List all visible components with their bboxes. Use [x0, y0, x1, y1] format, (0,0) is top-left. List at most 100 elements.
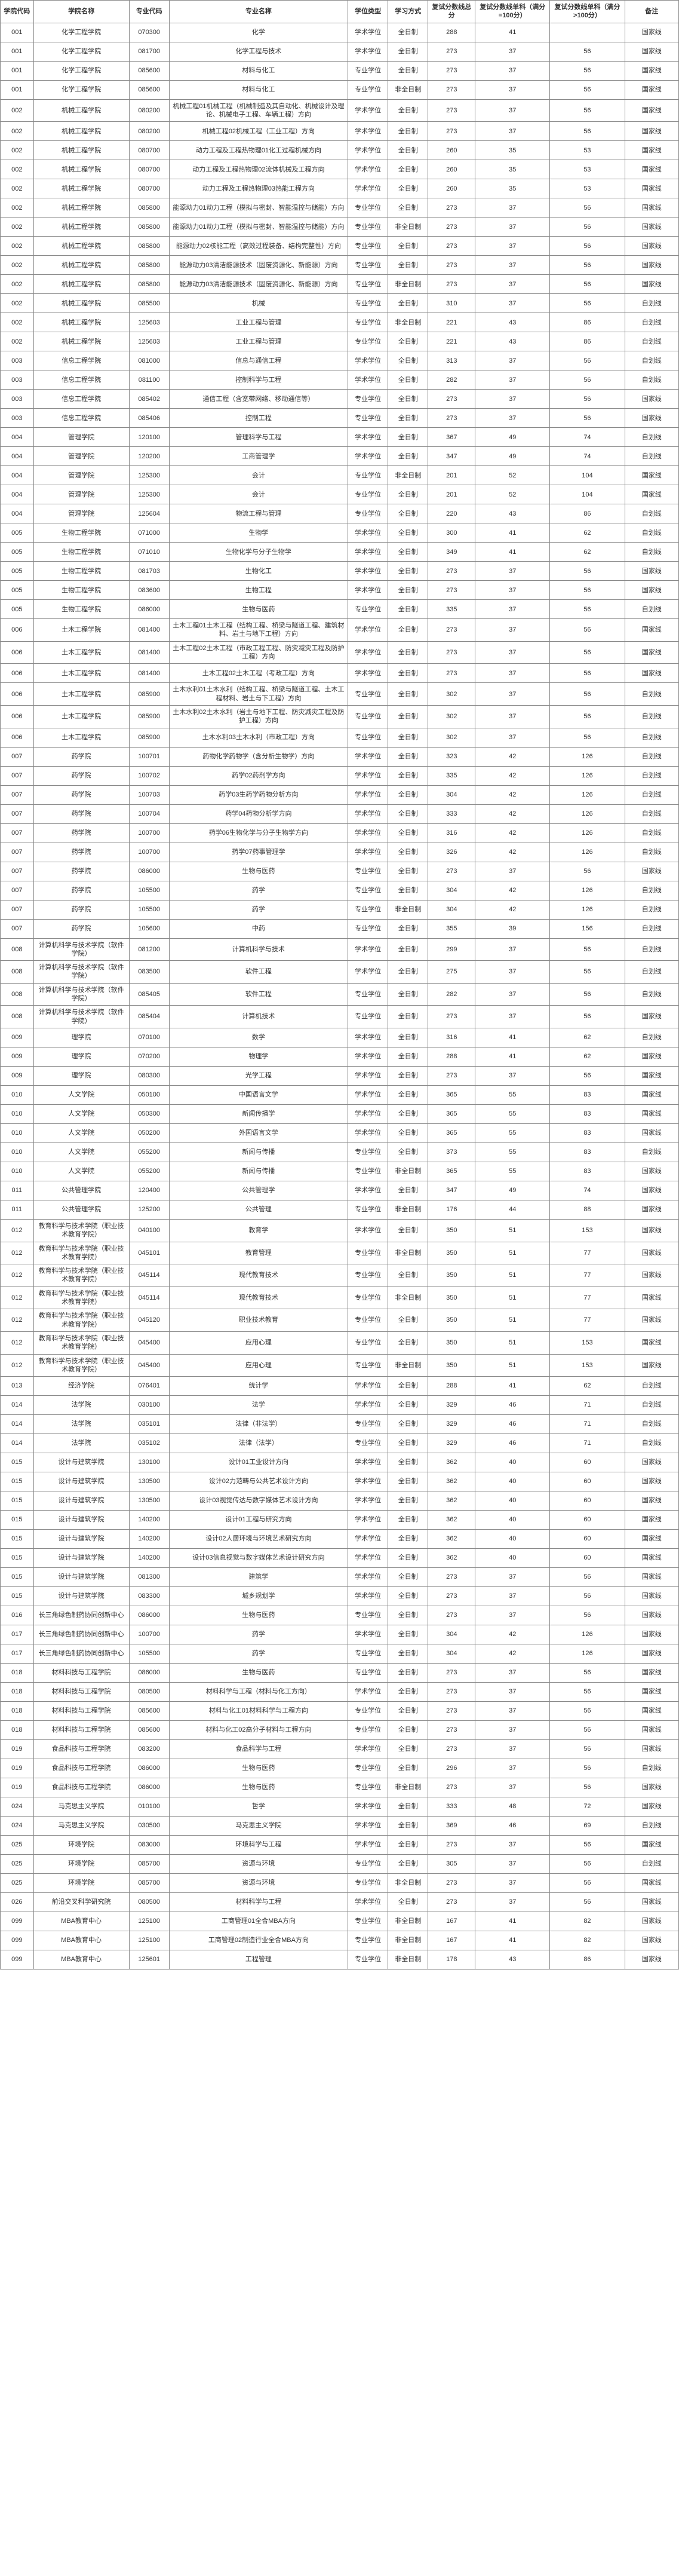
table-cell: 国家线 [625, 1836, 678, 1855]
table-cell: 045114 [129, 1264, 169, 1287]
table-cell: 045101 [129, 1242, 169, 1264]
table-cell: 专业学位 [348, 1006, 388, 1028]
table-cell: 非全日制 [388, 80, 428, 99]
table-cell: 071000 [129, 523, 169, 543]
table-row: 015设计与建筑学院130100设计01工业设计方向学术学位全日制3624060… [1, 1453, 679, 1472]
table-cell: 全日制 [388, 1006, 428, 1028]
table-cell: 085600 [129, 80, 169, 99]
table-cell: 统计学 [169, 1377, 348, 1396]
table-cell: 83 [550, 1162, 625, 1181]
table-cell: 国家线 [625, 1287, 678, 1309]
table-cell: 材料科技与工程学院 [33, 1664, 129, 1683]
table-cell: 设计03视觉传达与数字媒体艺术设计方向 [169, 1491, 348, 1511]
table-cell: 56 [550, 1836, 625, 1855]
table-cell: 56 [550, 1759, 625, 1778]
table-cell: 公共管理学院 [33, 1200, 129, 1219]
table-cell: 273 [428, 122, 475, 141]
table-cell: 法学院 [33, 1415, 129, 1434]
table-cell: 37 [475, 256, 550, 275]
table-cell: 016 [1, 1606, 34, 1625]
table-cell: 机械工程学院 [33, 275, 129, 294]
table-cell: 全日制 [388, 823, 428, 843]
table-cell: 教育科学与技术学院（职业技术教育学院） [33, 1264, 129, 1287]
table-cell: 自划线 [625, 728, 678, 747]
table-cell: 全日制 [388, 294, 428, 313]
table-cell: 43 [475, 332, 550, 351]
table-cell: 国家线 [625, 1162, 678, 1181]
table-cell: 273 [428, 562, 475, 581]
table-cell: 080300 [129, 1066, 169, 1085]
table-cell: 管理学院 [33, 504, 129, 523]
table-cell: 005 [1, 562, 34, 581]
table-cell: 学术学位 [348, 370, 388, 390]
table-cell: 学术学位 [348, 1568, 388, 1587]
table-cell: 自划线 [625, 1396, 678, 1415]
table-cell: 自划线 [625, 543, 678, 562]
table-cell: 计算机技术 [169, 1006, 348, 1028]
table-cell: 学术学位 [348, 1836, 388, 1855]
col-header: 复试分数线总分 [428, 1, 475, 23]
table-cell: 007 [1, 766, 34, 785]
table-cell: 362 [428, 1491, 475, 1511]
table-cell: 362 [428, 1530, 475, 1549]
table-cell: 080500 [129, 1893, 169, 1912]
table-cell: 42 [475, 804, 550, 823]
table-cell: MBA教育中心 [33, 1931, 129, 1950]
table-cell: 001 [1, 61, 34, 80]
table-cell: 全日制 [388, 1219, 428, 1242]
table-row: 009理学院070200物理学学术学位全日制2884162国家线 [1, 1047, 679, 1066]
table-cell: 学术学位 [348, 961, 388, 984]
table-cell: 126 [550, 1644, 625, 1664]
table-cell: 008 [1, 938, 34, 961]
table-cell: 能源动力02核能工程（高效过程装备、结构完整性）方向 [169, 237, 348, 256]
table-cell: 全日制 [388, 664, 428, 683]
table-cell: 009 [1, 1047, 34, 1066]
table-row: 007药学院100700药学06生物化学与分子生物学方向学术学位全日制31642… [1, 823, 679, 843]
table-cell: 管理学院 [33, 466, 129, 485]
table-cell: 非全日制 [388, 275, 428, 294]
table-cell: 理学院 [33, 1066, 129, 1085]
table-cell: 管理学院 [33, 447, 129, 466]
table-cell: 全日制 [388, 1264, 428, 1287]
table-cell: 自划线 [625, 351, 678, 370]
table-cell: 024 [1, 1797, 34, 1817]
table-cell: 099 [1, 1950, 34, 1969]
table-cell: 313 [428, 351, 475, 370]
table-row: 006土木工程学院085900土木水利01土木水利（结构工程、桥梁与隧道工程、土… [1, 683, 679, 706]
table-cell: 专业学位 [348, 683, 388, 706]
table-cell: 43 [475, 504, 550, 523]
table-cell: 生物工程学院 [33, 581, 129, 600]
table-cell: 273 [428, 581, 475, 600]
table-cell: 37 [475, 562, 550, 581]
table-cell: 080200 [129, 122, 169, 141]
table-cell: 010 [1, 1085, 34, 1104]
table-cell: 药学07药事管理学 [169, 843, 348, 862]
table-cell: 316 [428, 823, 475, 843]
table-cell: 72 [550, 1797, 625, 1817]
table-cell: 药学院 [33, 862, 129, 881]
table-cell: 006 [1, 683, 34, 706]
table-row: 002机械工程学院085800能源动力01动力工程（模拟与密封、智能温控与储能）… [1, 198, 679, 218]
table-cell: 国家线 [625, 1778, 678, 1797]
table-cell: 025 [1, 1874, 34, 1893]
table-cell: 机械工程学院 [33, 313, 129, 332]
table-cell: 74 [550, 428, 625, 447]
table-cell: 学术学位 [348, 664, 388, 683]
table-cell: 全日制 [388, 785, 428, 804]
table-cell: 国家线 [625, 1123, 678, 1142]
table-cell: 37 [475, 1664, 550, 1683]
table-cell: 46 [475, 1415, 550, 1434]
table-cell: 349 [428, 543, 475, 562]
table-cell: 82 [550, 1931, 625, 1950]
table-cell: 软件工程 [169, 961, 348, 984]
table-cell: 国家线 [625, 1530, 678, 1549]
table-cell: 全日制 [388, 428, 428, 447]
table-cell: 43 [475, 313, 550, 332]
table-cell: 学术学位 [348, 1740, 388, 1759]
table-row: 004管理学院125300会计专业学位非全日制20152104国家线 [1, 466, 679, 485]
table-cell: 药学院 [33, 823, 129, 843]
table-cell: 126 [550, 823, 625, 843]
table-cell: 专业学位 [348, 1950, 388, 1969]
table-cell: 56 [550, 983, 625, 1006]
table-cell: 010100 [129, 1797, 169, 1817]
